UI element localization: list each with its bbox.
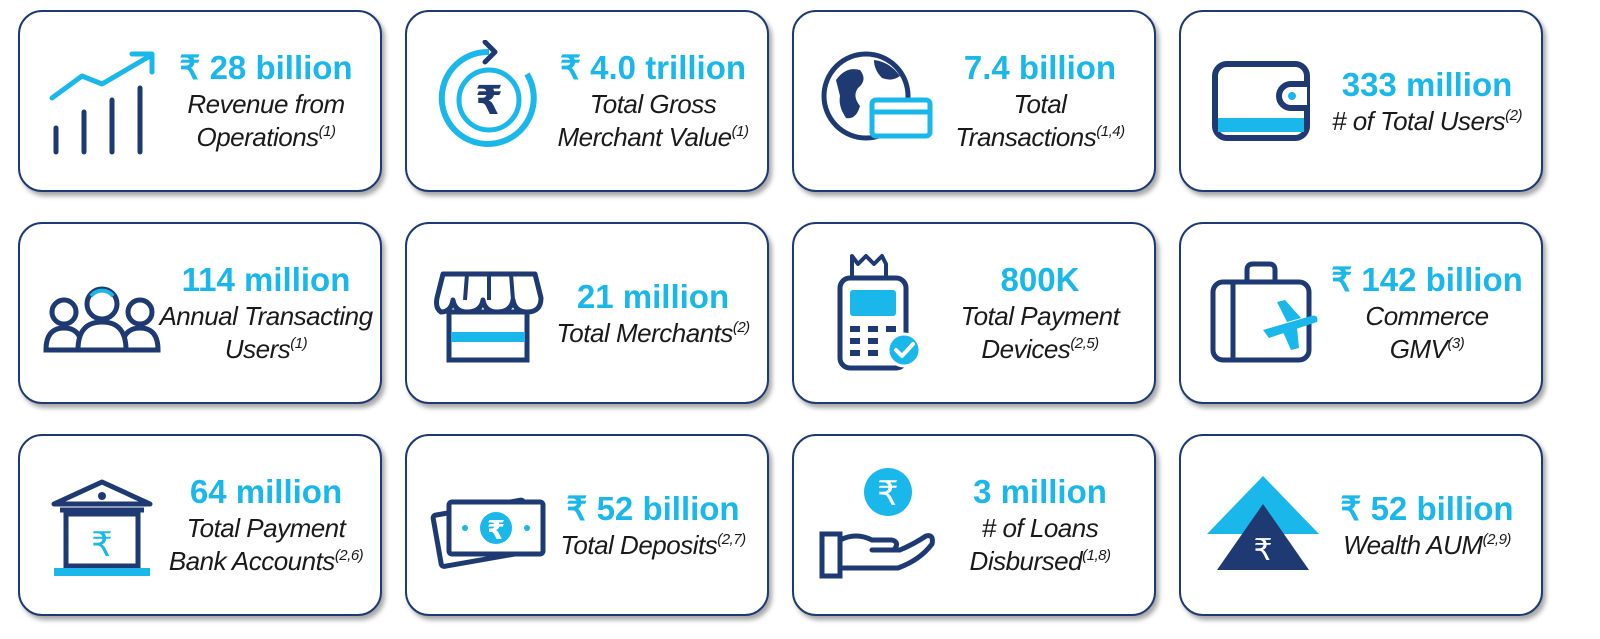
stat-label: Commerce GMV(3) xyxy=(1365,301,1489,364)
stat-label: Annual Transacting Users(1) xyxy=(159,301,373,364)
cash-notes-icon: ₹ xyxy=(429,464,549,584)
travel-luggage-icon xyxy=(1203,252,1323,372)
stat-value: ₹ 4.0 trillion xyxy=(559,49,747,86)
stat-label: Total Payment Devices(2,5) xyxy=(960,301,1120,364)
stat-value: 3 million xyxy=(973,473,1107,510)
stat-card-wealth: ₹ ₹ 52 billion Wealth AUM(2,9) xyxy=(1179,434,1543,616)
stat-value: 7.4 billion xyxy=(963,49,1117,86)
stat-value: 64 million xyxy=(189,473,343,510)
stat-card-loans: ₹ 3 million # of Loans Disbursed(1,8) xyxy=(792,434,1156,616)
svg-text:₹: ₹ xyxy=(487,516,505,546)
stat-card-bank-accounts: ₹ 64 million Total Payment Bank Accounts… xyxy=(18,434,382,616)
stat-label: # of Total Users(2) xyxy=(1332,105,1522,136)
wealth-pyramid-icon: ₹ xyxy=(1203,464,1323,584)
bank-icon: ₹ xyxy=(42,464,162,584)
stat-card-merchants: 21 million Total Merchants(2) xyxy=(405,222,769,404)
svg-text:₹: ₹ xyxy=(91,525,113,565)
stat-card-commerce: ₹ 142 billion Commerce GMV(3) xyxy=(1179,222,1543,404)
payment-device-icon xyxy=(816,252,936,372)
stat-card-users: 333 million # of Total Users(2) xyxy=(1179,10,1543,192)
wallet-icon xyxy=(1203,40,1323,160)
stat-value: 333 million xyxy=(1341,65,1513,103)
loan-hand-icon: ₹ xyxy=(816,464,936,584)
stat-value: 114 million xyxy=(181,261,351,298)
stat-label: Wealth AUM(2,9) xyxy=(1343,529,1511,560)
stat-label: Total Payment Bank Accounts(2,6) xyxy=(168,513,364,576)
stat-value: 800K xyxy=(1000,261,1080,298)
stat-label: Total Transactions(1,4) xyxy=(955,89,1125,152)
stat-value: ₹ 52 billion xyxy=(566,489,740,527)
globe-card-icon xyxy=(816,40,936,160)
rupee-cycle-icon: ₹ xyxy=(429,40,549,160)
stat-value: ₹ 52 billion xyxy=(1340,489,1514,527)
stat-value: ₹ 142 billion xyxy=(1331,261,1523,298)
stat-card-devices: 800K Total Payment Devices(2,5) xyxy=(792,222,1156,404)
svg-text:₹: ₹ xyxy=(475,78,503,124)
stat-card-transacting-users: 114 million Annual Transacting Users(1) xyxy=(18,222,382,404)
stat-label: Total Deposits(2,7) xyxy=(560,529,746,560)
storefront-icon xyxy=(429,252,549,372)
stat-card-gmv: ₹ ₹ 4.0 trillion Total Gross Merchant Va… xyxy=(405,10,769,192)
stat-label: Revenue from Operations(1) xyxy=(187,89,345,152)
growth-chart-icon xyxy=(42,40,162,160)
stat-label: Total Gross Merchant Value(1) xyxy=(557,89,749,152)
stat-label: # of Loans Disbursed(1,8) xyxy=(969,513,1111,576)
stat-card-transactions: 7.4 billion Total Transactions(1,4) xyxy=(792,10,1156,192)
stat-value: ₹ 28 billion xyxy=(179,49,353,86)
users-group-icon xyxy=(42,252,162,372)
stat-label: Total Merchants(2) xyxy=(556,317,750,348)
stat-value: 21 million xyxy=(576,277,730,315)
stat-card-revenue: ₹ 28 billion Revenue from Operations(1) xyxy=(18,10,382,192)
svg-text:₹: ₹ xyxy=(1253,533,1272,568)
svg-text:₹: ₹ xyxy=(877,474,899,514)
stat-card-deposits: ₹ ₹ 52 billion Total Deposits(2,7) xyxy=(405,434,769,616)
